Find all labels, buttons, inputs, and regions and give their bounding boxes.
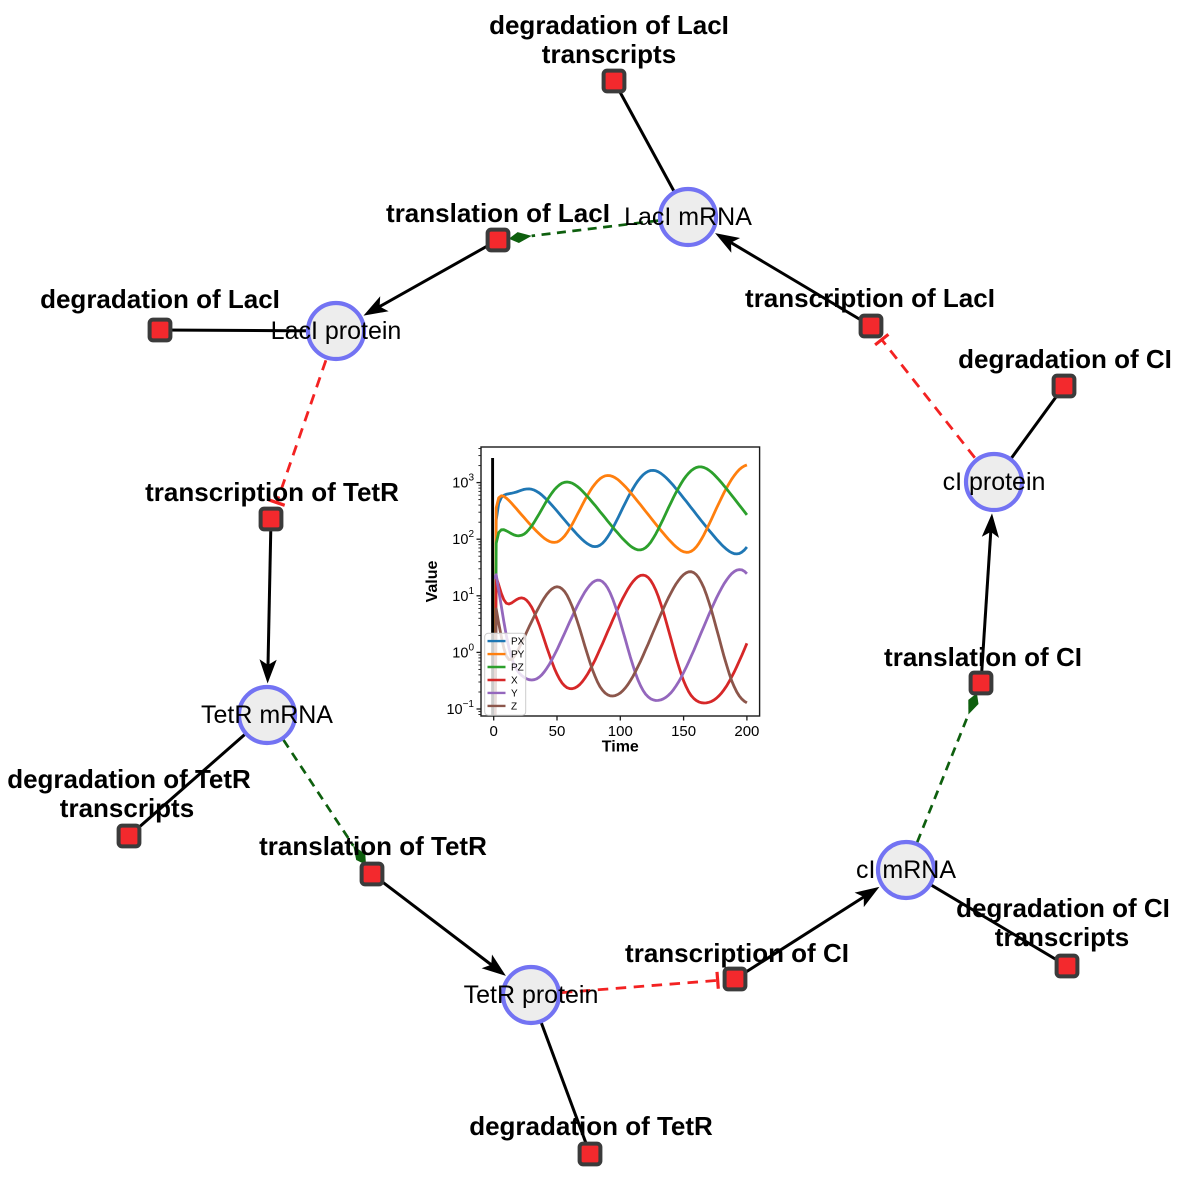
svg-text:transcription of CI: transcription of CI [625, 938, 849, 968]
svg-text:Z: Z [511, 701, 517, 712]
svg-text:Y: Y [511, 688, 518, 699]
svg-text:50: 50 [549, 723, 566, 740]
svg-text:transcription of TetR: transcription of TetR [145, 477, 399, 507]
svg-text:transcripts: transcripts [995, 922, 1129, 952]
svg-text:100: 100 [608, 723, 633, 740]
svg-text:degradation of TetR: degradation of TetR [469, 1111, 713, 1141]
svg-text:102: 102 [452, 529, 474, 548]
svg-text:translation of LacI: translation of LacI [386, 198, 610, 228]
svg-text:cI protein: cI protein [943, 468, 1046, 496]
svg-text:TetR mRNA: TetR mRNA [201, 701, 333, 729]
svg-text:cI mRNA: cI mRNA [856, 856, 956, 884]
svg-text:PY: PY [511, 650, 525, 661]
svg-text:transcripts: transcripts [542, 39, 676, 69]
svg-text:LacI mRNA: LacI mRNA [624, 203, 752, 231]
svg-text:200: 200 [734, 723, 759, 740]
svg-text:translation of CI: translation of CI [884, 642, 1082, 672]
svg-text:101: 101 [452, 586, 474, 605]
svg-text:0: 0 [490, 723, 498, 740]
svg-text:103: 103 [452, 473, 474, 492]
svg-text:PZ: PZ [511, 663, 524, 674]
svg-text:LacI protein: LacI protein [271, 317, 402, 345]
svg-text:degradation of CI: degradation of CI [958, 344, 1172, 374]
svg-text:degradation of LacI: degradation of LacI [489, 10, 729, 40]
svg-text:translation of TetR: translation of TetR [259, 831, 487, 861]
svg-text:Time: Time [602, 739, 639, 756]
svg-text:Value: Value [424, 561, 441, 603]
svg-text:degradation of CI: degradation of CI [956, 893, 1170, 923]
svg-text:degradation of TetR: degradation of TetR [7, 764, 251, 794]
svg-text:150: 150 [671, 723, 696, 740]
svg-text:100: 100 [452, 642, 474, 661]
svg-text:TetR protein: TetR protein [464, 981, 599, 1009]
svg-text:X: X [511, 676, 518, 687]
svg-text:10−1: 10−1 [446, 699, 474, 718]
svg-text:degradation of LacI: degradation of LacI [40, 284, 280, 314]
svg-text:transcription of LacI: transcription of LacI [745, 283, 995, 313]
svg-text:transcripts: transcripts [60, 793, 194, 823]
svg-text:PX: PX [511, 637, 525, 648]
